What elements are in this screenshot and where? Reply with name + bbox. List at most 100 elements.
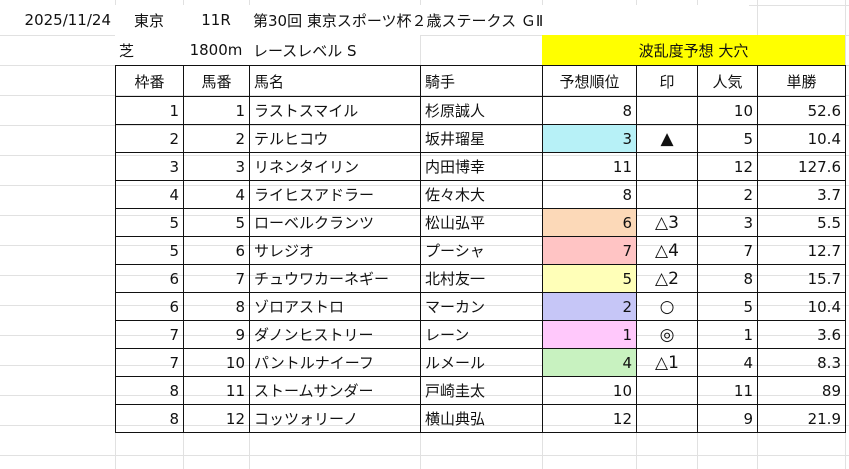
rank-cell[interactable]: 10 [542, 376, 637, 405]
mark-cell[interactable] [636, 152, 698, 181]
jockey-cell[interactable]: 横山典弘 [420, 404, 543, 433]
pop-cell[interactable]: 7 [697, 236, 758, 265]
jockey-cell[interactable]: 杉原誠人 [420, 96, 543, 125]
pop-cell[interactable]: 5 [697, 124, 758, 153]
jockey-cell[interactable]: プーシャ [420, 236, 543, 265]
header-mark[interactable]: 印 [636, 65, 698, 97]
umaban-cell[interactable]: 3 [183, 152, 250, 181]
waku-cell[interactable]: 4 [115, 180, 184, 209]
mark-cell[interactable]: ◎ [636, 320, 698, 349]
waku-cell[interactable]: 5 [115, 236, 184, 265]
race-date[interactable]: 2025/11/24 [0, 5, 115, 35]
umaban-cell[interactable]: 12 [183, 404, 250, 433]
pop-cell[interactable]: 8 [697, 264, 758, 293]
jockey-cell[interactable]: レーン [420, 320, 543, 349]
race-level[interactable]: レースレベル S [249, 35, 420, 65]
name-cell[interactable]: ローベルクランツ [249, 208, 421, 237]
mark-cell[interactable]: △1 [636, 348, 698, 377]
odds-cell[interactable]: 15.7 [757, 264, 846, 293]
name-cell[interactable]: リネンタイリン [249, 152, 421, 181]
name-cell[interactable]: サレジオ [249, 236, 421, 265]
name-cell[interactable]: ラストスマイル [249, 96, 421, 125]
umaban-cell[interactable]: 4 [183, 180, 250, 209]
jockey-cell[interactable]: 北村友一 [420, 264, 543, 293]
rank-cell[interactable]: 8 [542, 180, 637, 209]
odds-cell[interactable]: 89 [757, 376, 846, 405]
umaban-cell[interactable]: 1 [183, 96, 250, 125]
odds-cell[interactable]: 5.5 [757, 208, 846, 237]
waku-cell[interactable]: 3 [115, 152, 184, 181]
name-cell[interactable]: コッツォリーノ [249, 404, 421, 433]
mark-cell[interactable]: ○ [636, 292, 698, 321]
odds-cell[interactable]: 10.4 [757, 124, 846, 153]
mark-cell[interactable] [636, 376, 698, 405]
waku-cell[interactable]: 8 [115, 376, 184, 405]
rank-cell[interactable]: 6 [542, 208, 637, 237]
name-cell[interactable]: ゾロアストロ [249, 292, 421, 321]
jockey-cell[interactable]: 佐々木大 [420, 180, 543, 209]
pop-cell[interactable]: 2 [697, 180, 758, 209]
race-distance[interactable]: 1800m [183, 35, 249, 65]
race-number[interactable]: 11R [183, 5, 249, 35]
mark-cell[interactable]: △4 [636, 236, 698, 265]
waku-cell[interactable]: 6 [115, 264, 184, 293]
rank-cell[interactable]: 11 [542, 152, 637, 181]
rank-cell[interactable]: 7 [542, 236, 637, 265]
mark-cell[interactable]: △3 [636, 208, 698, 237]
rank-cell[interactable]: 1 [542, 320, 637, 349]
jockey-cell[interactable]: ルメール [420, 348, 543, 377]
odds-cell[interactable]: 21.9 [757, 404, 846, 433]
umaban-cell[interactable]: 5 [183, 208, 250, 237]
jockey-cell[interactable]: 松山弘平 [420, 208, 543, 237]
name-cell[interactable]: テルヒコウ [249, 124, 421, 153]
umaban-cell[interactable]: 6 [183, 236, 250, 265]
waku-cell[interactable]: 6 [115, 292, 184, 321]
header-umaban[interactable]: 馬番 [183, 65, 250, 97]
mark-cell[interactable] [636, 96, 698, 125]
pop-cell[interactable]: 12 [697, 152, 758, 181]
upset-forecast-cell[interactable]: 波乱度予想 大穴 [542, 35, 845, 65]
waku-cell[interactable]: 8 [115, 404, 184, 433]
odds-cell[interactable]: 8.3 [757, 348, 846, 377]
pop-cell[interactable]: 11 [697, 376, 758, 405]
name-cell[interactable]: ストームサンダー [249, 376, 421, 405]
waku-cell[interactable]: 7 [115, 320, 184, 349]
pop-cell[interactable]: 10 [697, 96, 758, 125]
pop-cell[interactable]: 4 [697, 348, 758, 377]
jockey-cell[interactable]: マーカン [420, 292, 543, 321]
name-cell[interactable]: ライヒスアドラー [249, 180, 421, 209]
race-surface[interactable]: 芝 [115, 35, 183, 65]
header-name[interactable]: 馬名 [249, 65, 421, 97]
race-venue[interactable]: 東京 [115, 5, 183, 35]
race-title[interactable]: 第30回 東京スポーツ杯２歳ステークス ＧⅡ [249, 5, 749, 35]
name-cell[interactable]: チュウワカーネギー [249, 264, 421, 293]
header-waku[interactable]: 枠番 [115, 65, 184, 97]
odds-cell[interactable]: 52.6 [757, 96, 846, 125]
umaban-cell[interactable]: 7 [183, 264, 250, 293]
jockey-cell[interactable]: 内田博幸 [420, 152, 543, 181]
umaban-cell[interactable]: 8 [183, 292, 250, 321]
waku-cell[interactable]: 7 [115, 348, 184, 377]
waku-cell[interactable]: 5 [115, 208, 184, 237]
odds-cell[interactable]: 127.6 [757, 152, 846, 181]
pop-cell[interactable]: 5 [697, 292, 758, 321]
rank-cell[interactable]: 8 [542, 96, 637, 125]
umaban-cell[interactable]: 9 [183, 320, 250, 349]
waku-cell[interactable]: 2 [115, 124, 184, 153]
mark-cell[interactable] [636, 404, 698, 433]
rank-cell[interactable]: 12 [542, 404, 637, 433]
odds-cell[interactable]: 3.6 [757, 320, 846, 349]
odds-cell[interactable]: 10.4 [757, 292, 846, 321]
jockey-cell[interactable]: 戸崎圭太 [420, 376, 543, 405]
mark-cell[interactable]: ▲ [636, 124, 698, 153]
header-jockey[interactable]: 騎手 [420, 65, 543, 97]
pop-cell[interactable]: 3 [697, 208, 758, 237]
umaban-cell[interactable]: 10 [183, 348, 250, 377]
pop-cell[interactable]: 1 [697, 320, 758, 349]
umaban-cell[interactable]: 2 [183, 124, 250, 153]
name-cell[interactable]: ダノンヒストリー [249, 320, 421, 349]
rank-cell[interactable]: 4 [542, 348, 637, 377]
header-pop[interactable]: 人気 [697, 65, 758, 97]
header-rank[interactable]: 予想順位 [542, 65, 637, 97]
waku-cell[interactable]: 1 [115, 96, 184, 125]
